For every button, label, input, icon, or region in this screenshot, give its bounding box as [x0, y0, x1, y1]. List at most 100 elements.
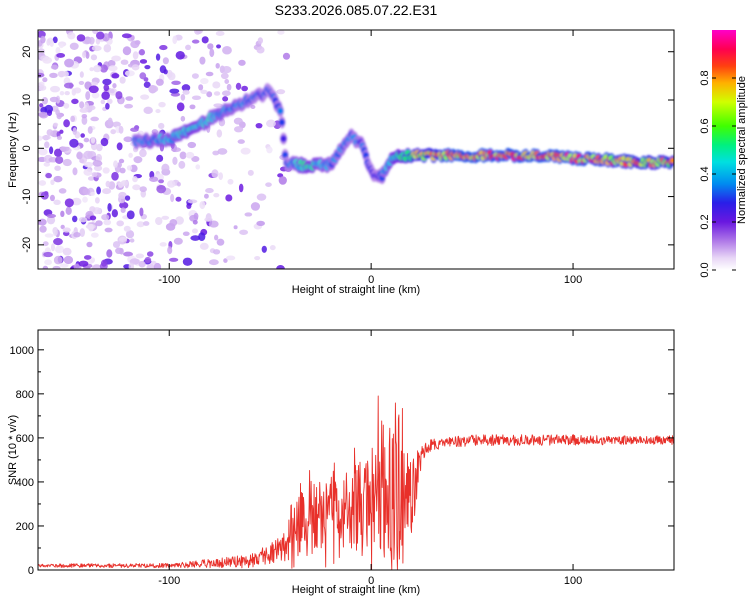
spectrogram-y-axis-label: Frequency (Hz): [7, 112, 19, 188]
ridge-core: [282, 151, 289, 159]
noise-blob: [107, 59, 116, 67]
noise-blob: [55, 109, 60, 116]
noise-blob: [198, 84, 204, 91]
noise-blob: [40, 35, 46, 44]
noise-blob: [63, 102, 70, 109]
noise-blob: [129, 164, 138, 173]
noise-blob: [207, 43, 214, 50]
noise-blob: [139, 59, 148, 64]
noise-blob: [119, 167, 126, 174]
noise-blob: [49, 72, 58, 79]
colorbar-ticks: 0.0 0.2 0.4 0.6 0.8: [699, 70, 736, 278]
noise-blob: [221, 90, 231, 97]
noise-blob: [104, 227, 113, 233]
noise-blob: [79, 228, 86, 237]
noise-blob: [78, 260, 89, 267]
noise-blob: [200, 78, 209, 85]
noise-blob: [118, 125, 124, 134]
noise-blob: [52, 228, 58, 237]
noise-blob: [63, 82, 74, 89]
colorbar: 0.0 0.2 0.4 0.6 0.8 Normalized spectral ampl…: [699, 30, 748, 278]
noise-blob: [224, 79, 230, 84]
noise-blob: [149, 176, 159, 182]
noise-blob: [46, 38, 51, 46]
noise-blob: [138, 260, 146, 268]
noise-blob: [130, 40, 140, 49]
noise-blob: [256, 220, 265, 227]
noise-blob: [103, 44, 112, 53]
noise-blob: [38, 148, 48, 156]
noise-blob: [126, 210, 135, 220]
noise-blob: [205, 71, 214, 77]
noise-blob: [92, 30, 99, 35]
noise-blob: [38, 180, 47, 186]
noise-blob: [225, 255, 236, 261]
noise-blob: [144, 256, 152, 264]
noise-blob: [79, 71, 84, 78]
ridge-core: [278, 119, 285, 126]
noise-blob: [125, 230, 135, 239]
noise-blob: [120, 59, 129, 65]
noise-blob: [56, 53, 66, 58]
noise-blob: [38, 111, 48, 118]
noise-blob: [139, 149, 147, 158]
noise-blob: [95, 153, 103, 163]
noise-blob: [91, 172, 98, 178]
noise-blob: [172, 156, 178, 165]
noise-blob: [86, 241, 93, 248]
noise-blob: [214, 234, 219, 241]
noise-blob: [78, 216, 88, 223]
noise-blob: [132, 51, 139, 60]
noise-blob: [142, 221, 150, 226]
noise-blob: [96, 143, 103, 152]
noise-blob: [115, 91, 123, 100]
noise-blob: [182, 231, 190, 236]
noise-blob: [208, 220, 219, 228]
noise-blob: [130, 127, 139, 132]
noise-blob: [91, 92, 100, 99]
noise-blob: [96, 186, 101, 195]
snr-y-tick-label: 400: [16, 477, 34, 489]
noise-blob: [76, 34, 86, 42]
snr-y-tick-label: 800: [16, 389, 34, 401]
noise-blob: [38, 220, 42, 225]
noise-blob: [108, 65, 118, 72]
noise-blob: [187, 141, 197, 149]
noise-blob: [95, 37, 101, 45]
noise-blob: [161, 215, 170, 220]
noise-blob: [212, 81, 221, 89]
noise-blob: [221, 66, 232, 74]
noise-blob: [72, 127, 78, 136]
noise-blob: [215, 62, 220, 69]
noise-blob: [107, 98, 113, 105]
noise-blob: [204, 193, 209, 199]
noise-blob: [116, 220, 124, 227]
noise-blob: [112, 241, 121, 249]
noise-blob: [95, 220, 103, 227]
noise-blob: [241, 85, 248, 92]
noise-blob: [38, 135, 43, 142]
noise-blob: [40, 191, 49, 200]
noise-blob: [100, 99, 106, 105]
noise-blob: [52, 36, 58, 44]
noise-blob: [81, 113, 88, 119]
noise-blob: [59, 91, 65, 96]
noise-blob: [124, 103, 134, 109]
noise-blob: [42, 265, 49, 269]
noise-blob: [89, 67, 94, 72]
noise-blob: [133, 156, 143, 164]
noise-blob: [198, 232, 206, 241]
noise-blob: [181, 84, 191, 92]
noise-blob: [240, 147, 251, 155]
noise-blob: [238, 183, 244, 193]
noise-blob: [277, 30, 285, 35]
noise-blob: [139, 186, 147, 193]
noise-blob: [53, 255, 63, 265]
noise-blob: [87, 126, 93, 134]
noise-blob: [53, 238, 63, 246]
noise-blob: [42, 241, 49, 247]
noise-blob: [205, 188, 214, 194]
noise-blob: [206, 91, 213, 98]
snr-frame: [37, 329, 675, 571]
noise-blob: [90, 257, 96, 263]
